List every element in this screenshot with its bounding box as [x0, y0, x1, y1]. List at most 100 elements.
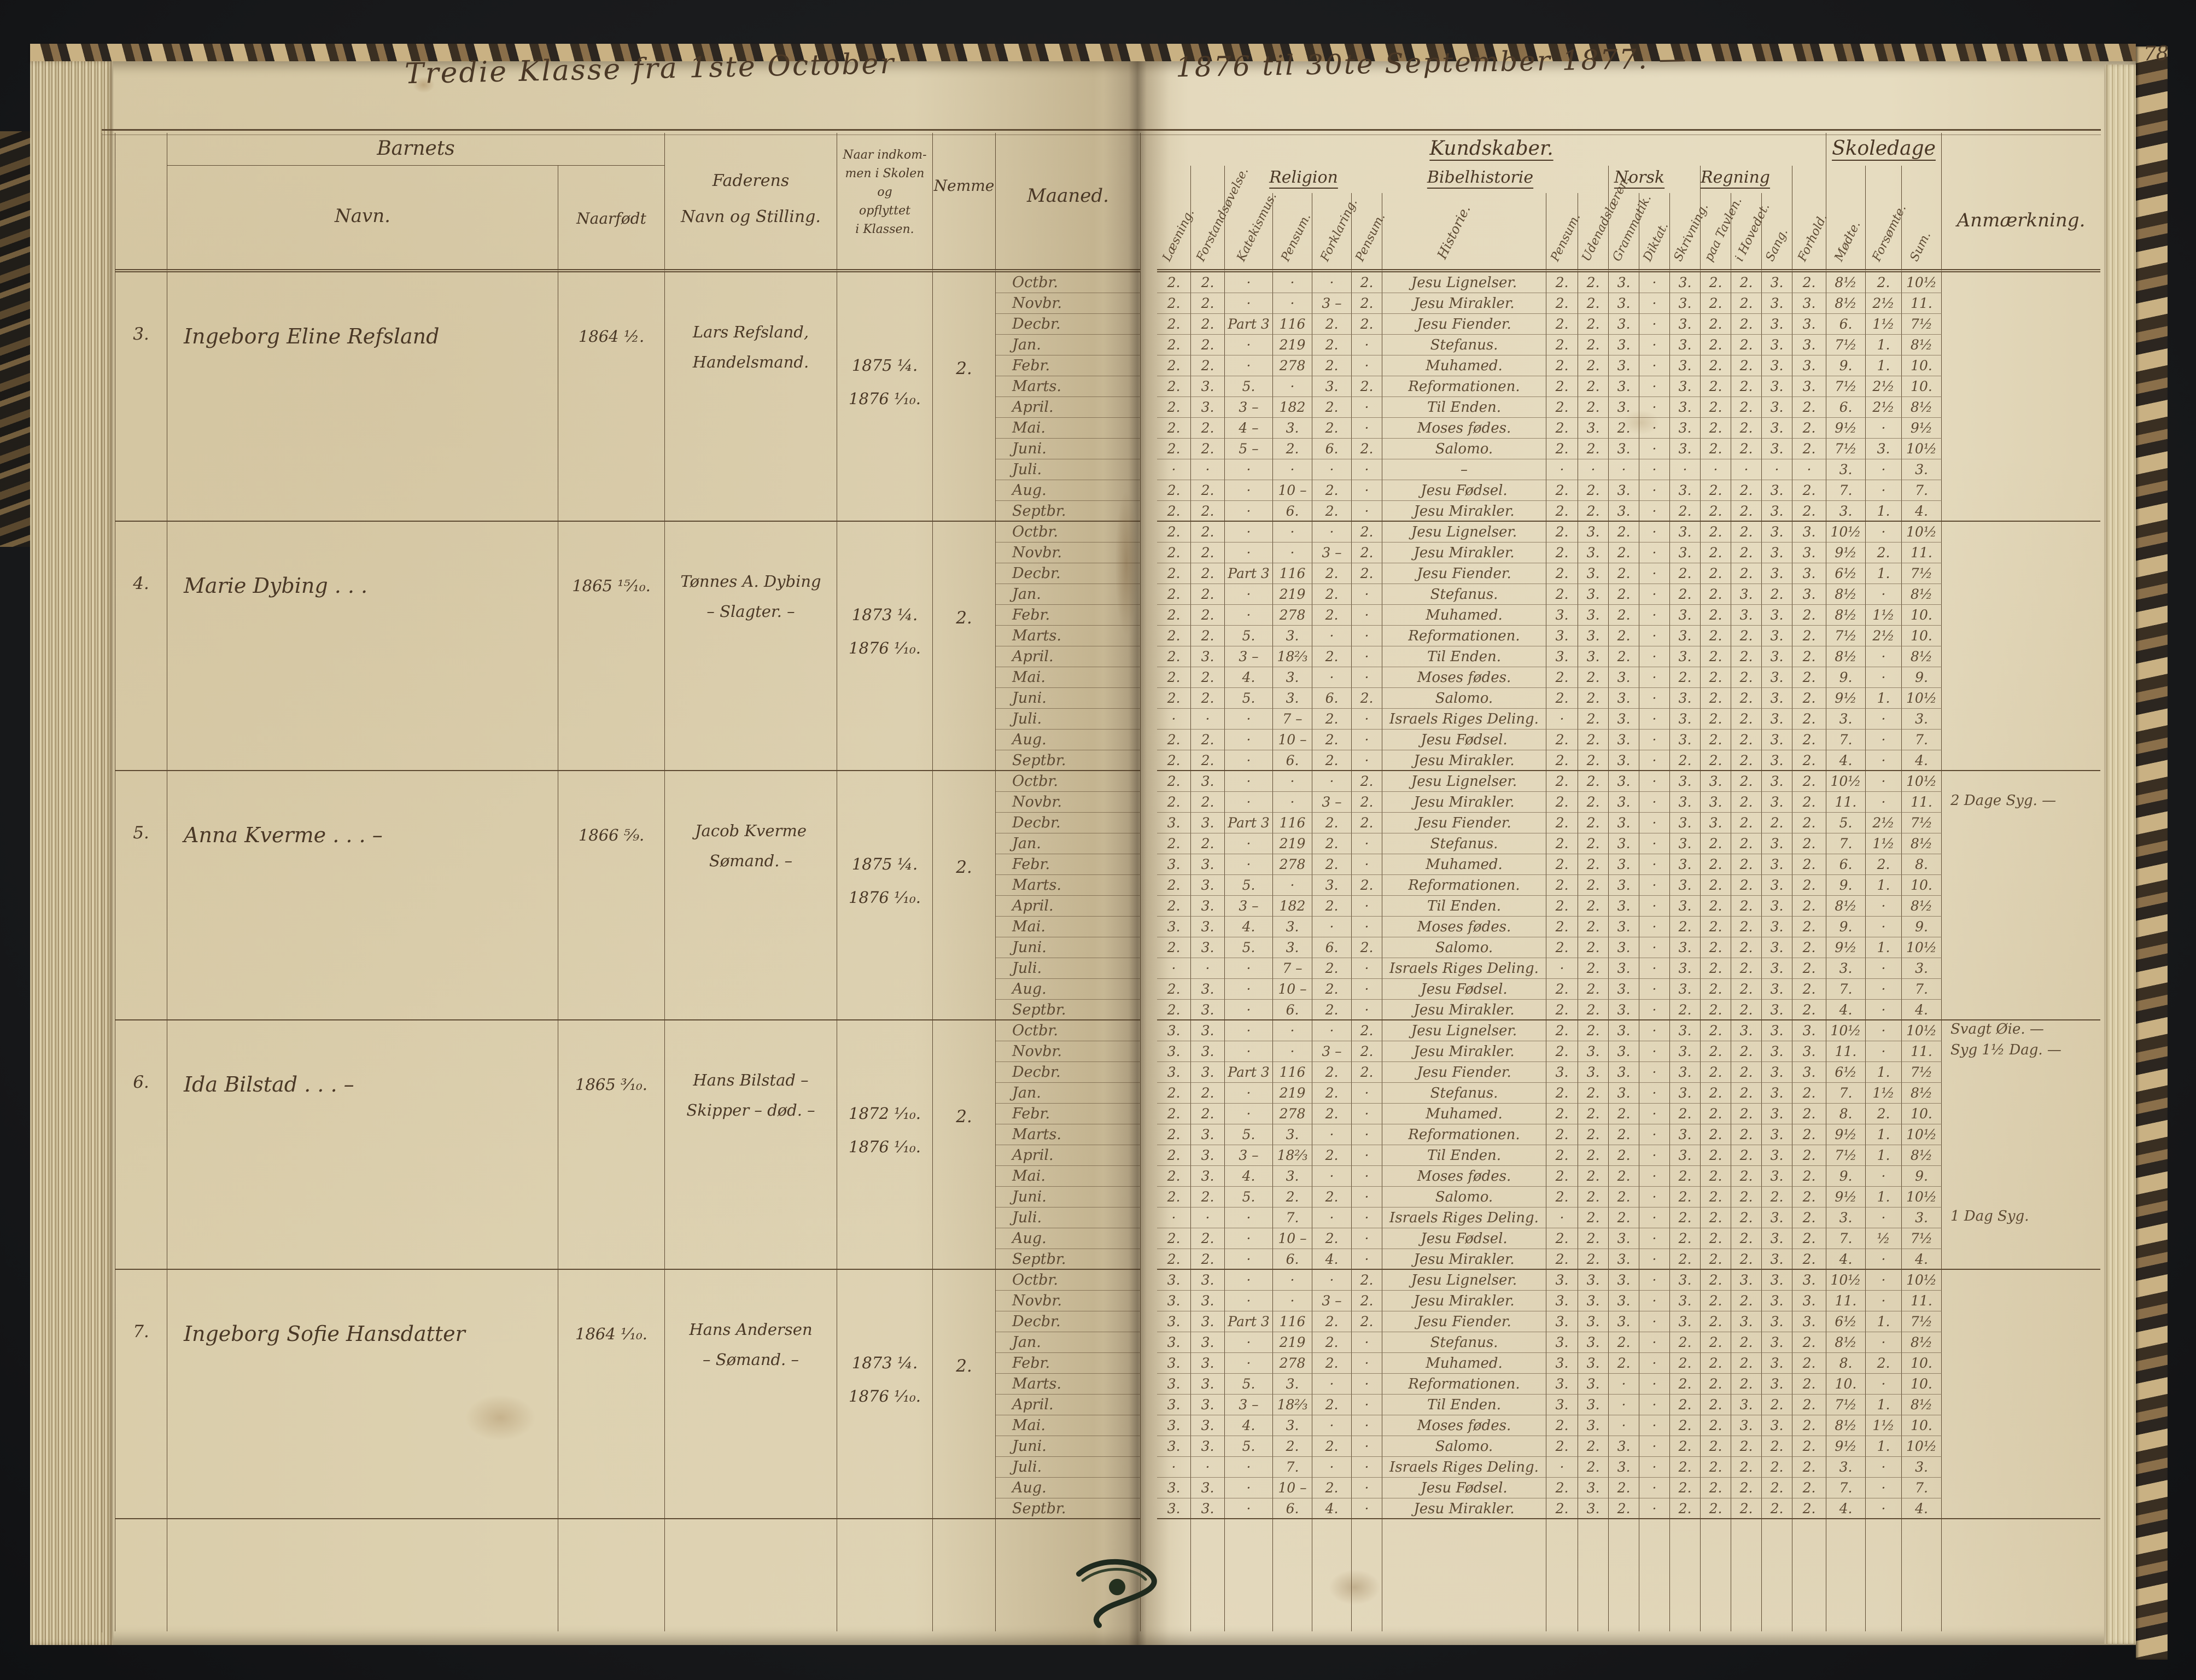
header-col-12: Skrivning.	[1670, 166, 1712, 272]
footer-rule	[1578, 1519, 1609, 1631]
grade-cell: ·	[1352, 1395, 1382, 1415]
grade-cell: 2.	[1670, 1478, 1701, 1498]
grade-cell: ·	[1546, 709, 1578, 730]
grade-cell: 2.	[1578, 1000, 1609, 1020]
header-naarfodt: Naarfødt	[558, 166, 665, 272]
grade-cell: 3.	[1609, 688, 1639, 709]
grade-cell: 2.	[1312, 355, 1352, 376]
header-anmaerkning: Anmærkning.	[1942, 133, 2100, 272]
grade-cell: 3.	[1609, 937, 1639, 958]
grade-cell: 2.	[1546, 1041, 1578, 1062]
grade-cell: 2.	[1157, 1124, 1191, 1145]
grade-cell: 10.	[1902, 376, 1942, 397]
grade-cell: 2.	[1731, 896, 1762, 917]
month-label: Aug.	[996, 979, 1141, 1000]
grade-cell: 3.	[1762, 501, 1792, 522]
grade-cell: ·	[1639, 397, 1670, 418]
grade-cell: 3.	[1609, 1041, 1639, 1062]
grade-cell: ·	[1312, 1166, 1352, 1187]
grade-cell: 2.	[1191, 730, 1225, 750]
grade-cell: 3.	[1191, 1041, 1225, 1062]
grade-cell: 2.	[1546, 1249, 1578, 1270]
grade-cell: ·	[1273, 1270, 1312, 1291]
student-birth: 1865 ¹⁵⁄₁₀.	[558, 522, 665, 771]
page-stack-right	[2104, 65, 2136, 1644]
grade-cell: 5.	[1225, 875, 1273, 896]
bible-topic: Israels Riges Deling.	[1382, 1208, 1546, 1228]
grade-cell: 1.	[1866, 1124, 1902, 1145]
grade-cell: 9.	[1826, 875, 1866, 896]
grade-cell: 2.	[1609, 563, 1639, 584]
bible-topic: Reformationen.	[1382, 626, 1546, 646]
month-label: Novbr.	[996, 1291, 1141, 1311]
remark	[1942, 750, 2100, 771]
grade-cell: 2.	[1578, 833, 1609, 854]
grade-cell: 2.	[1578, 1020, 1609, 1041]
grade-cell: 7½	[1826, 1395, 1866, 1415]
grade-cell: 3.	[1609, 314, 1639, 335]
grade-cell: 3.	[1273, 917, 1312, 937]
grade-cell: 2.	[1701, 1187, 1731, 1208]
grade-cell: 3.	[1191, 1353, 1225, 1374]
grade-cell: 2.	[1191, 542, 1225, 563]
grade-cell: 2.	[1578, 1228, 1609, 1249]
grade-cell: 2.	[1731, 293, 1762, 314]
bible-topic: Salomo.	[1382, 1187, 1546, 1208]
footer-rule	[115, 1519, 167, 1631]
grade-cell: 3.	[1609, 480, 1639, 501]
grade-cell: ·	[1352, 1332, 1382, 1353]
grade-cell: 2.	[1701, 522, 1731, 542]
remark	[1942, 418, 2100, 439]
grade-cell: 2.	[1157, 335, 1191, 355]
grade-cell: 4.	[1225, 1415, 1273, 1436]
grade-cell: 10.	[1902, 626, 1942, 646]
grade-cell: 8½	[1902, 1395, 1942, 1415]
grade-cell: ·	[1273, 376, 1312, 397]
grade-cell: 7.	[1273, 1208, 1312, 1228]
grade-cell: ·	[1866, 771, 1902, 792]
footer-rule	[665, 1519, 837, 1631]
grade-cell: ·	[1546, 1208, 1578, 1228]
grade-cell: 2.	[1701, 314, 1731, 335]
father-name: Hans Andersen – Sømand. –	[665, 1270, 837, 1519]
grade-cell: 3.	[1273, 667, 1312, 688]
grade-cell: 2.	[1157, 293, 1191, 314]
grade-cell: 11.	[1902, 542, 1942, 563]
grade-cell: 3.	[1609, 1083, 1639, 1104]
grade-cell: 2.	[1312, 501, 1352, 522]
month-label: Novbr.	[996, 792, 1141, 813]
grade-cell: 2.	[1731, 626, 1762, 646]
grade-cell: 2.	[1762, 1498, 1792, 1519]
bible-topic: Jesu Lignelser.	[1382, 771, 1546, 792]
grade-cell: 2.	[1578, 979, 1609, 1000]
enrollment-dates: 1873 ¼. 1876 ¹⁄₁₀.	[837, 522, 933, 771]
student-row-number: 7.	[115, 1270, 167, 1519]
grade-cell: 3.	[1731, 1311, 1762, 1332]
grade-cell: 9½	[1826, 418, 1866, 439]
grade-cell: 2.	[1792, 439, 1826, 459]
grade-cell: 2.	[1312, 1395, 1352, 1415]
grade-cell: 5.	[1225, 1374, 1273, 1395]
grade-cell: 2.	[1157, 418, 1191, 439]
grade-cell: 2½	[1866, 626, 1902, 646]
grade-cell: 6.	[1826, 314, 1866, 335]
grade-cell: 3.	[1191, 1000, 1225, 1020]
grade-cell: 3.	[1701, 813, 1731, 833]
grade-cell: 2.	[1578, 355, 1609, 376]
grade-cell: 8½	[1902, 833, 1942, 854]
grade-cell: 2.	[1609, 584, 1639, 605]
grade-cell: 2.	[1701, 1457, 1731, 1478]
grade-cell: ·	[1312, 1374, 1352, 1395]
grade-cell: 10 –	[1273, 1228, 1312, 1249]
grade-cell: 2.	[1191, 605, 1225, 626]
grade-cell: 3.	[1191, 875, 1225, 896]
grade-cell: ·	[1639, 771, 1670, 792]
grade-cell: 2.	[1352, 771, 1382, 792]
header-col-15: Sang.	[1762, 166, 1792, 272]
grade-cell: 3.	[1273, 1374, 1312, 1395]
bible-topic: Jesu Lignelser.	[1382, 272, 1546, 293]
grade-cell: 2.	[1670, 584, 1701, 605]
grade-cell: 11.	[1902, 1041, 1942, 1062]
grade-cell: ·	[1639, 1062, 1670, 1083]
grade-cell: 3.	[1157, 1270, 1191, 1291]
